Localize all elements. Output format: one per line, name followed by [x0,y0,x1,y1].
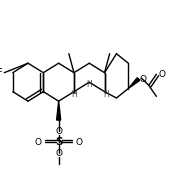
Text: S: S [55,137,62,147]
Polygon shape [128,78,140,88]
Text: H: H [86,80,92,89]
Text: O: O [55,149,62,158]
Text: ··: ·· [104,89,108,95]
Text: ··: ·· [70,89,75,95]
Text: H: H [71,90,77,99]
Text: O: O [158,70,165,79]
Text: O: O [34,138,41,147]
Text: O: O [139,75,146,84]
Text: O: O [76,138,83,147]
Text: O: O [55,127,62,136]
Text: F: F [0,68,3,78]
Polygon shape [57,101,61,120]
Text: H: H [103,90,109,99]
